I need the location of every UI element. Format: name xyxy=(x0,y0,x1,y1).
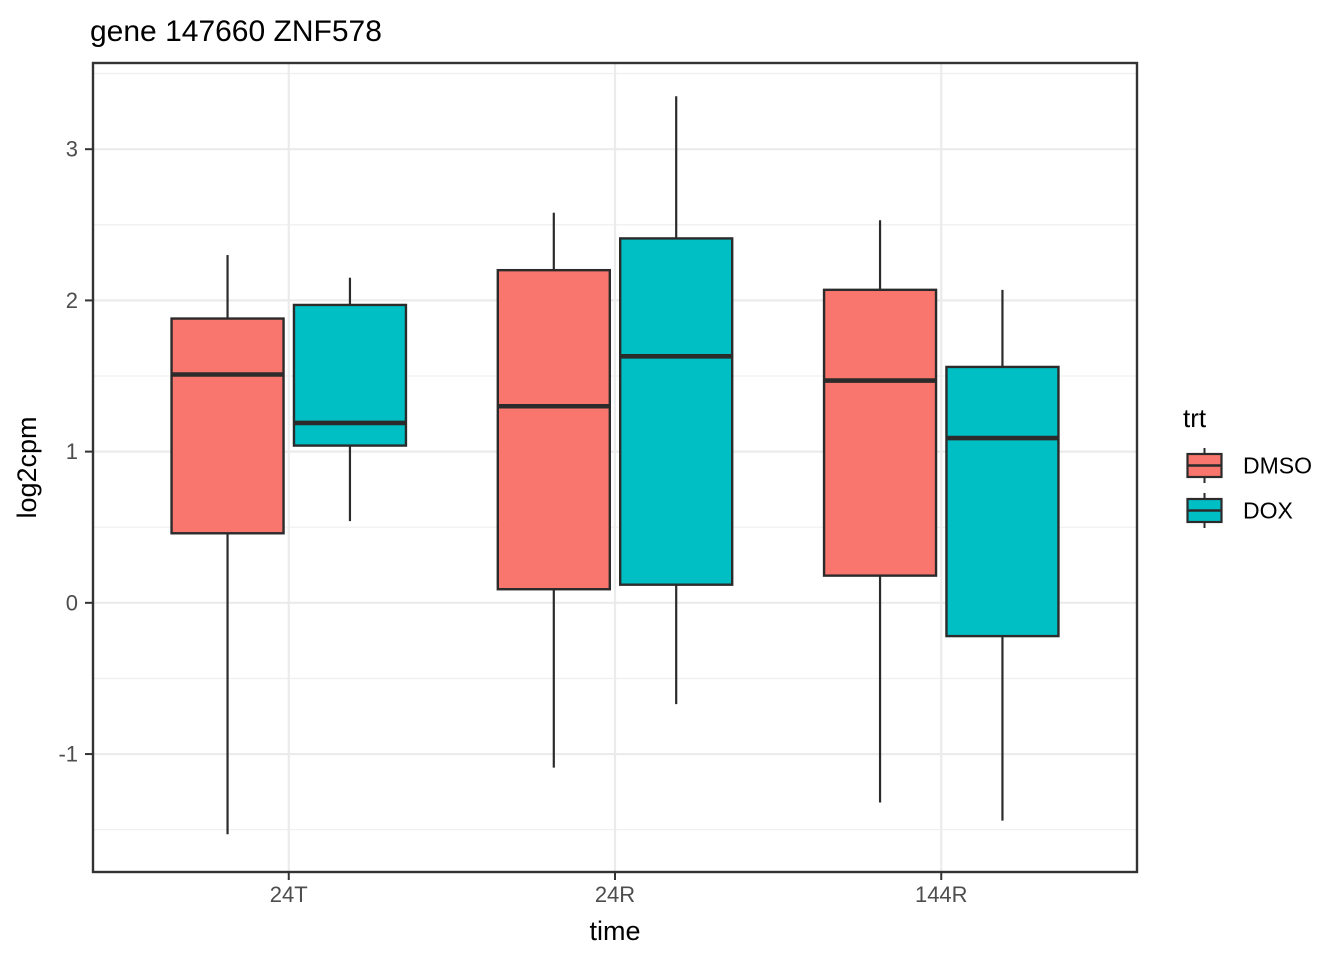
iqr-box xyxy=(170,317,285,535)
y-tick-label: 3 xyxy=(66,137,78,162)
boxplot-24T-DOX xyxy=(292,277,408,522)
x-tick-label: 24R xyxy=(595,882,635,907)
y-tick-label: -1 xyxy=(58,742,78,767)
legend-keys: DMSO DOX xyxy=(1186,448,1312,528)
legend-label: DOX xyxy=(1243,498,1293,524)
tick-layer: 3 2 1 0 -1 24T 24R 144R xyxy=(58,137,967,907)
boxplot-24R-DOX xyxy=(619,96,734,705)
x-tick-label: 144R xyxy=(915,882,968,907)
iqr-box xyxy=(822,288,938,577)
boxplot-24T-DMSO xyxy=(170,255,285,835)
boxplot-144R-DMSO xyxy=(822,220,938,803)
iqr-box xyxy=(945,365,1060,638)
y-tick-label: 1 xyxy=(66,439,78,464)
legend-key-DMSO: DMSO xyxy=(1186,448,1312,483)
x-tick-label: 24T xyxy=(270,882,308,907)
iqr-box xyxy=(619,237,734,586)
boxplot-24R-DMSO xyxy=(496,212,611,768)
y-axis-title: log2cpm xyxy=(12,416,42,518)
y-tick-label: 0 xyxy=(66,590,78,615)
legend-label: DMSO xyxy=(1243,453,1312,479)
legend: trt DMSO DOX xyxy=(1183,403,1312,528)
x-axis-title: time xyxy=(589,916,640,946)
plot-title: gene 147660 ZNF578 xyxy=(90,15,382,48)
legend-key-DOX: DOX xyxy=(1186,493,1293,528)
box-layer xyxy=(170,96,1060,835)
y-tick-label: 2 xyxy=(66,288,78,313)
legend-title: trt xyxy=(1183,403,1207,433)
boxplot-144R-DOX xyxy=(945,289,1060,821)
iqr-box xyxy=(496,268,611,591)
